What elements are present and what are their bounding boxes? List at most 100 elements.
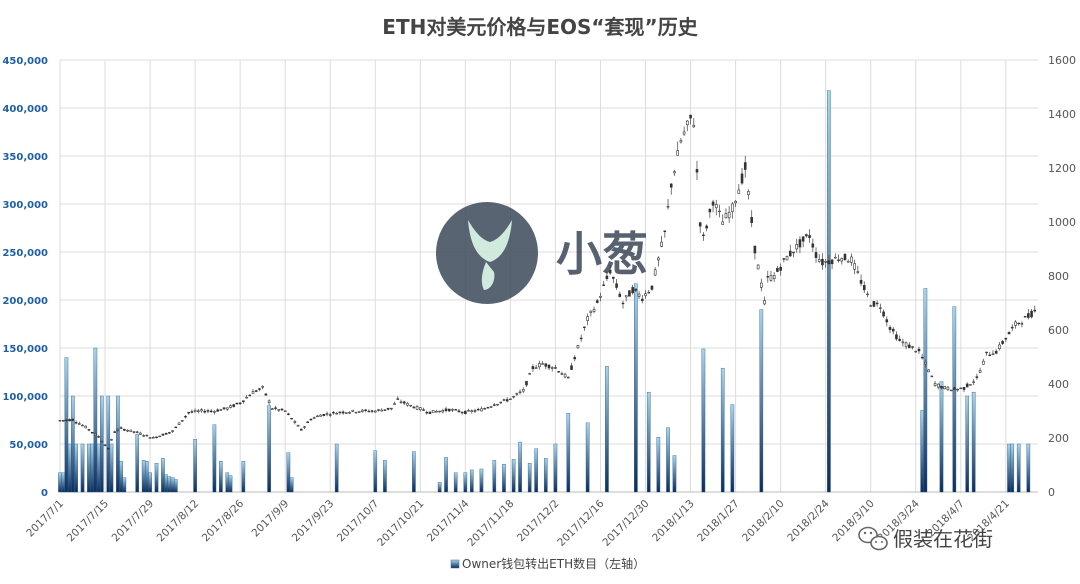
candle-body [998,344,1001,349]
candle-body [193,410,197,413]
bar [511,459,516,493]
candle-body [338,411,342,414]
candle-body [428,411,432,415]
candle-body [734,200,737,204]
candle-body [760,282,763,288]
candle-body [197,410,200,412]
bar [920,410,924,493]
candle-body [296,424,300,427]
candle-body [740,173,744,184]
bar [93,347,98,493]
candle-body [708,208,712,213]
bar [534,448,538,493]
candle-body [348,412,351,414]
candle-body [1020,323,1024,325]
candle-body [457,410,461,413]
candle-body [412,406,416,409]
candle-body [206,410,210,412]
wechat-icon [858,526,888,551]
watermark: 小葱 [436,202,648,304]
bar [553,443,558,493]
candle-body [483,408,486,410]
candle-body [502,399,506,401]
candle-body [277,409,281,411]
candle-body [126,430,129,432]
bar [923,288,928,493]
y-tick-label-left: 50,000 [9,440,48,451]
candle-body [261,386,264,388]
candle-body [911,346,914,348]
candle-body [901,341,905,344]
candle-body [319,414,322,417]
candle-body [238,402,242,405]
candle-body [422,409,425,411]
candle-body [615,283,618,288]
candle-body [61,419,65,422]
bar [289,477,294,493]
legend-label: Owner钱包转出ETH数目（左轴） [462,556,645,571]
candle-body [834,256,837,259]
candle-body [663,230,667,232]
bar [720,367,725,493]
bar [701,348,706,493]
candle-body [480,408,483,412]
candle-body [447,408,451,412]
candle-body [756,264,760,270]
legend-swatch [450,559,460,569]
candle-body [660,241,663,247]
bar [164,474,168,493]
candle-body [493,404,496,406]
candle-body [583,326,586,329]
candle-body [994,350,998,354]
candle-body [599,296,602,298]
candle-body [232,404,236,407]
candle-body [113,431,116,433]
candle-body [335,413,338,415]
candle-body [177,422,181,426]
candle-body [956,388,959,391]
bar [193,439,197,493]
candle-body [686,120,689,126]
candle-body [464,410,467,415]
y-tick-label-left: 300,000 [2,200,48,211]
candle-body [724,213,728,219]
x-tick-label: 2018/1/13 [650,498,697,545]
bar [64,357,69,493]
bar [469,469,474,493]
bar [373,450,378,493]
bar [67,443,72,493]
candle-body [383,409,387,411]
x-tick-label: 2018/2/10 [740,498,787,545]
candle-body [110,439,113,441]
candle-body [505,399,509,402]
candle-body [657,257,660,261]
candle-body [640,298,644,301]
candle-body [634,288,638,291]
candle-body [441,410,445,413]
candle-body [151,437,155,439]
candle-body [283,410,287,412]
candle-body [357,411,361,413]
candle-body [862,285,866,291]
candle-body [785,255,789,261]
candle-body [123,428,126,431]
candle-body [801,236,805,242]
candle-body [943,386,947,390]
candle-body [586,316,589,321]
candle-body [673,171,676,174]
candle-body [486,407,490,409]
candle-body [332,411,335,414]
candle-body [631,287,634,294]
candle-body [602,284,605,286]
candle-body [769,275,773,281]
bar [666,427,670,493]
bar [827,90,831,493]
candle-body [573,357,577,360]
candle-body [402,401,406,404]
candle-body [209,410,213,413]
candle-body [380,409,384,412]
candle-body [676,150,679,156]
candle-body [258,388,261,390]
y-tick-label-right: 800 [1048,270,1069,283]
candle-body [274,407,277,409]
